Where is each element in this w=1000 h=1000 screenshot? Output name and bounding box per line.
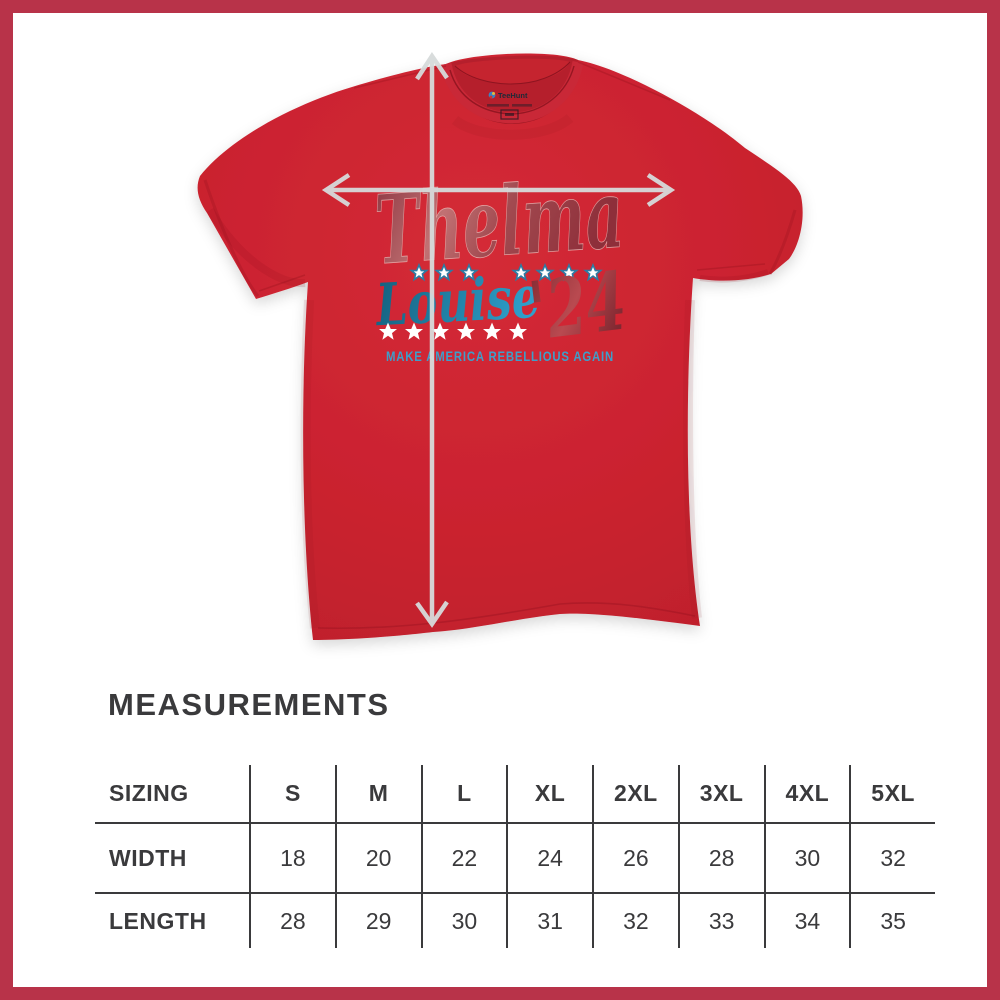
table-header-cell: 5XL [849, 765, 935, 822]
arrow-left-icon [321, 173, 351, 207]
table-cell: 32 [592, 892, 678, 948]
table-cell: 32 [849, 822, 935, 892]
sizing-table: SIZING S M L XL 2XL 3XL 4XL 5XL WIDTH 18… [95, 765, 935, 948]
table-cell: 30 [763, 822, 850, 892]
width-arrow [321, 173, 676, 207]
table-header-cell: S [249, 765, 335, 822]
table-row-label: WIDTH [95, 822, 249, 892]
table-cell: 35 [849, 892, 935, 948]
table-cell: 31 [506, 892, 592, 948]
table-cell: 18 [249, 822, 335, 892]
table-cell: 29 [334, 892, 421, 948]
table-header-cell: M [334, 765, 421, 822]
table-cell: 24 [506, 822, 592, 892]
collar [440, 55, 584, 124]
fabric-shading [203, 61, 797, 630]
print-slogan: MAKE AMERICA REBELLIOUS AGAIN [386, 348, 614, 364]
table-header-cell: 4XL [763, 765, 850, 822]
brand-tag-label: TeeHunt [498, 91, 528, 100]
table-header-cell: XL [506, 765, 592, 822]
table-cell: 22 [420, 822, 507, 892]
table-cell: 28 [249, 892, 335, 948]
shirt-print: Thelma Louise '24 MAKE AMERICA R [372, 158, 631, 364]
table-header-cell: 2XL [592, 765, 678, 822]
measurements-title: MEASUREMENTS [108, 687, 390, 722]
tshirt-body [197, 53, 803, 640]
arrow-up-icon [415, 51, 449, 81]
print-name-top: Thelma [372, 159, 627, 287]
length-arrow [415, 51, 449, 628]
table-header-cell: 3XL [677, 765, 764, 822]
table-cell: 34 [763, 892, 850, 948]
tag-size-box [500, 109, 519, 120]
table-cell: 26 [592, 822, 678, 892]
table-cell: 28 [677, 822, 764, 892]
table-header-sizing: SIZING [109, 780, 189, 806]
table-cell: 30 [420, 892, 507, 948]
table-cell: 20 [334, 822, 421, 892]
tshirt-photo: TeeHunt Thelma [197, 51, 803, 640]
table-cell: 33 [677, 892, 764, 948]
arrow-right-icon [646, 173, 676, 207]
arrow-down-icon [415, 600, 449, 628]
print-year: '24 [524, 254, 631, 359]
table-header-cell: L [420, 765, 507, 822]
table-row-label: LENGTH [95, 892, 249, 948]
print-name-bottom: Louise [373, 263, 542, 340]
neck-tag: TeeHunt [487, 91, 532, 120]
